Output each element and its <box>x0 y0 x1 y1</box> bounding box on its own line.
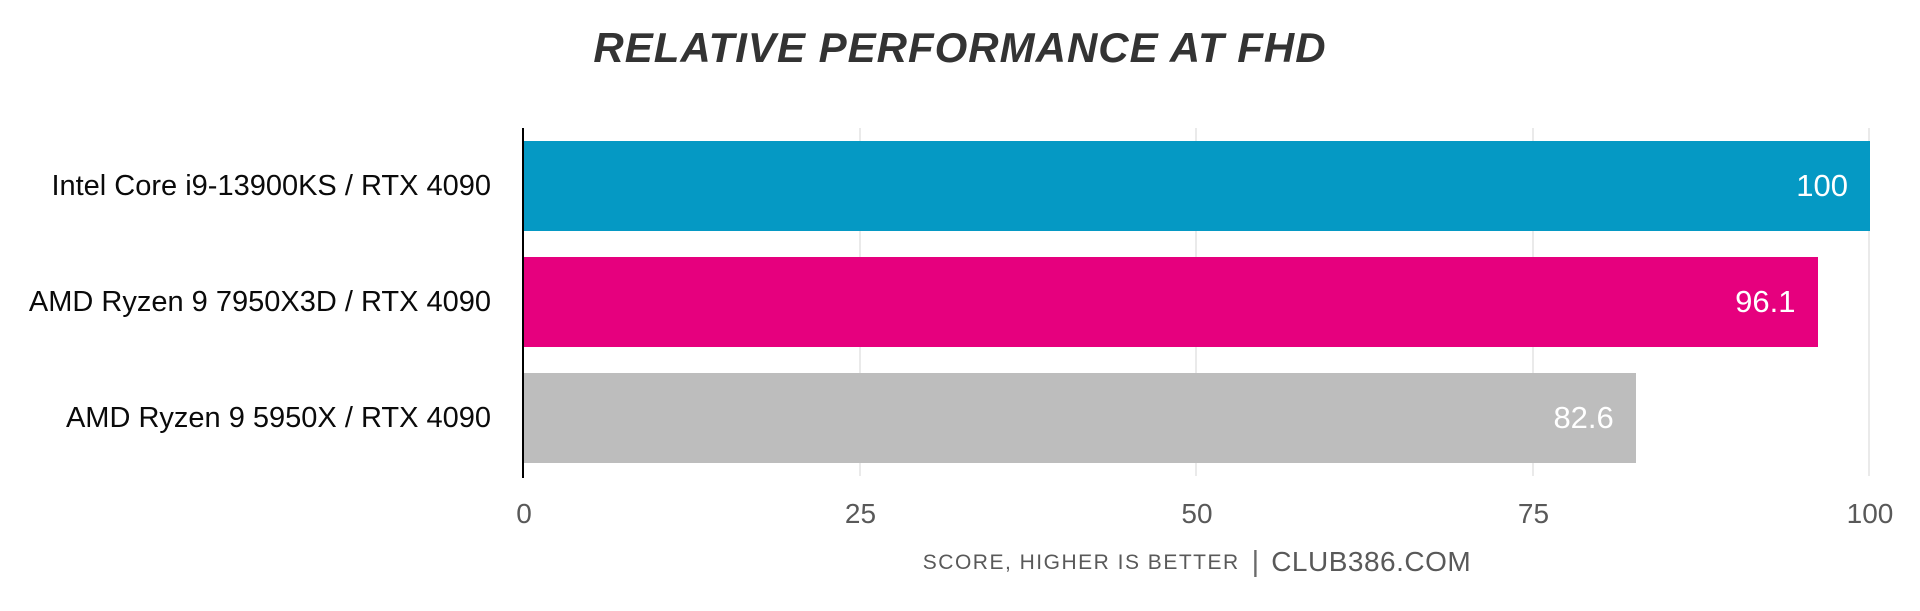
bar-value-label: 82.6 <box>1553 400 1614 435</box>
x-tick-label: 100 <box>1846 498 1894 529</box>
chart-footer: SCORE, HIGHER IS BETTER | CLUB386.COM <box>524 546 1870 579</box>
bar-0: 100 <box>524 141 1870 231</box>
x-tick-label: 50 <box>1181 498 1213 529</box>
bar-value-label: 100 <box>1796 168 1848 203</box>
category-label: AMD Ryzen 9 5950X / RTX 4090 <box>65 401 491 434</box>
y-axis-line <box>522 128 524 478</box>
bar-value-label: 96.1 <box>1735 284 1796 319</box>
category-labels: Intel Core i9-13900KS / RTX 4090 AMD Ryze… <box>0 128 491 476</box>
category-label: Intel Core i9-13900KS / RTX 4090 <box>51 169 491 202</box>
category-label: AMD Ryzen 9 7950X3D / RTX 4090 <box>28 285 491 318</box>
plot-area: 100 96.1 82.6 <box>524 128 1870 476</box>
footer-separator-icon: | <box>1251 546 1260 578</box>
footer-note: SCORE, HIGHER IS BETTER <box>922 551 1240 574</box>
bar-1: 96.1 <box>524 257 1818 347</box>
gridline-100 <box>1868 128 1870 476</box>
x-tick-label: 0 <box>516 498 532 529</box>
x-axis-ticks: 0 25 50 75 100 <box>516 498 1893 534</box>
footer-source: CLUB386.COM <box>1271 546 1472 577</box>
x-tick-label: 75 <box>1517 498 1550 529</box>
bar-2: 82.6 <box>524 373 1636 463</box>
x-tick-label: 25 <box>844 498 877 529</box>
chart-title: RELATIVE PERFORMANCE AT FHD <box>593 24 1327 71</box>
